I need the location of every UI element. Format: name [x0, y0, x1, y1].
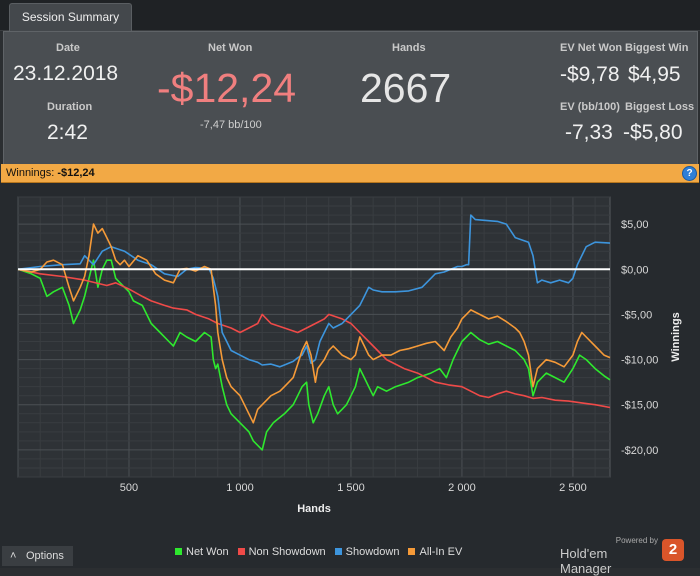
legend-swatch	[408, 548, 416, 555]
biggest-loss-label: Biggest Loss	[625, 101, 695, 113]
options-button[interactable]: ˄ Options	[2, 546, 73, 566]
legend-item-all-in-ev[interactable]: All-In EV	[408, 546, 462, 558]
legend-label: All-In EV	[419, 546, 463, 558]
powered-by-text: Powered by	[615, 536, 658, 545]
legend-swatch	[334, 548, 342, 555]
session-summary-panel: Date 23.12.2018 Duration 2:42 Net Won -$…	[3, 31, 698, 166]
series-line-all-in-ev	[17, 223, 611, 424]
y-tick-label: -$15,00	[621, 400, 658, 412]
biggest-win-label: Biggest Win	[625, 42, 689, 54]
y-tick-label: -$10,00	[621, 355, 658, 367]
legend-label: Net Won	[186, 546, 229, 558]
x-tick-label: 1 000	[226, 482, 254, 494]
x-tick-label: 1 500	[337, 482, 365, 494]
legend-swatch	[175, 548, 182, 555]
winnings-chart: 500 1 000 1 500 2 000 2 500 $5,00 $0,00 -$5,00 -…	[17, 196, 682, 515]
brand-logo: Powered by Hold'em Manager 2	[560, 536, 690, 576]
winnings-banner-value: -$12,24	[57, 167, 95, 179]
chart-legend: Net Won Non Showdown Showdown All-In EV	[175, 546, 471, 562]
hands-value: 2667	[360, 65, 452, 111]
ev-bb100-label: EV (bb/100)	[560, 101, 620, 113]
x-axis-label: Hands	[297, 503, 331, 515]
duration-label: Duration	[47, 101, 93, 113]
brand-badge-icon: 2	[662, 539, 684, 561]
date-label: Date	[56, 42, 80, 54]
y-axis-label: Winnings	[670, 312, 682, 361]
biggest-win-value: $4,95	[628, 63, 681, 86]
legend-item-net-won[interactable]: Net Won	[175, 546, 229, 558]
net-won-bb100: -7,47 bb/100	[200, 119, 262, 131]
net-won-value: -$12,24	[157, 65, 297, 111]
tab-bar: Session Summary	[0, 0, 700, 31]
series-line-showdown	[17, 214, 611, 368]
options-label: Options	[26, 550, 64, 562]
biggest-loss-value: -$5,80	[623, 121, 683, 144]
x-tick-label: 2 000	[448, 482, 476, 494]
brand-name: Hold'em Manager	[560, 546, 612, 576]
winnings-banner-text: Winnings: -$12,24	[6, 164, 95, 182]
options-caret-icon: ˄	[10, 550, 17, 562]
ev-net-won-label: EV Net Won	[560, 42, 623, 54]
ev-bb100-value: -7,33	[565, 121, 613, 144]
duration-value: 2:42	[47, 121, 88, 144]
winnings-chart-area: 500 1 000 1 500 2 000 2 500 $5,00 $0,00 -$5,00 -…	[0, 183, 700, 568]
y-tick-label: -$20,00	[621, 445, 658, 457]
hands-label: Hands	[392, 42, 426, 54]
legend-item-showdown[interactable]: Showdown	[334, 546, 400, 558]
y-tick-label: $0,00	[621, 264, 649, 276]
date-value: 23.12.2018	[13, 62, 119, 85]
legend-label: Non Showdown	[248, 546, 326, 558]
plot-area	[17, 196, 611, 478]
winnings-banner-label: Winnings:	[6, 167, 55, 179]
series-line-non-showdown	[17, 268, 611, 409]
winnings-banner: Winnings: -$12,24 ?	[1, 164, 699, 183]
x-tick-label: 500	[120, 482, 138, 494]
net-won-label: Net Won	[208, 42, 253, 54]
x-tick-label: 2 500	[559, 482, 587, 494]
ev-net-won-value: -$9,78	[560, 63, 620, 86]
legend-label: Showdown	[345, 546, 400, 558]
help-icon[interactable]: ?	[682, 166, 697, 181]
legend-item-non-showdown[interactable]: Non Showdown	[237, 546, 326, 558]
tab-session-summary[interactable]: Session Summary	[9, 3, 132, 31]
y-tick-label: $5,00	[621, 219, 649, 231]
y-tick-label: -$5,00	[621, 309, 652, 321]
legend-swatch	[237, 548, 245, 555]
